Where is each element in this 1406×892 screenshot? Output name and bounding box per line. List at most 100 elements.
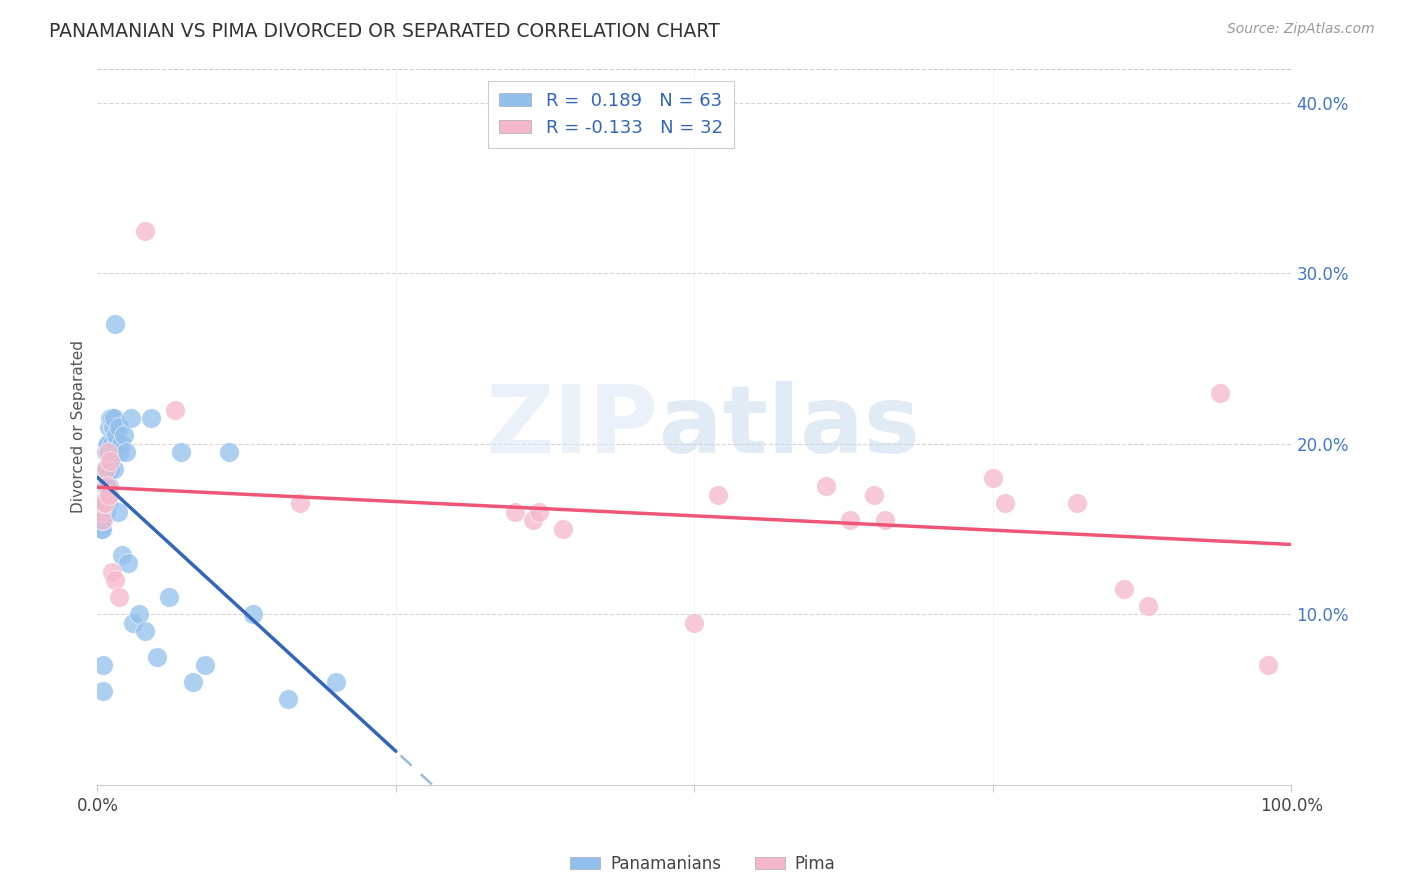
- Point: [875, 513, 897, 527]
- Point: [111, 548, 134, 562]
- Text: ZIP: ZIP: [485, 381, 658, 473]
- Point: [104, 573, 127, 587]
- Point: [98, 479, 121, 493]
- Point: [90, 505, 112, 519]
- Point: [107, 505, 129, 519]
- Point: [91, 522, 114, 536]
- Point: [96, 479, 118, 493]
- Point: [103, 462, 125, 476]
- Point: [105, 436, 128, 450]
- Point: [1114, 582, 1136, 596]
- Point: [104, 445, 127, 459]
- Point: [1257, 658, 1279, 673]
- Point: [94, 462, 117, 476]
- Point: [139, 411, 162, 425]
- Point: [134, 223, 156, 237]
- Point: [91, 505, 114, 519]
- Point: [108, 445, 131, 459]
- Point: [181, 675, 204, 690]
- Point: [96, 462, 118, 476]
- Point: [91, 496, 114, 510]
- Y-axis label: Divorced or Separated: Divorced or Separated: [72, 340, 86, 513]
- Point: [1066, 496, 1088, 510]
- Point: [94, 505, 117, 519]
- Point: [707, 488, 730, 502]
- Point: [194, 658, 217, 673]
- Point: [110, 436, 132, 450]
- Point: [90, 522, 112, 536]
- Point: [93, 462, 115, 476]
- Point: [290, 496, 312, 510]
- Point: [163, 402, 186, 417]
- Point: [89, 505, 111, 519]
- Point: [128, 607, 150, 622]
- Point: [94, 479, 117, 493]
- Point: [120, 411, 142, 425]
- Point: [91, 513, 114, 527]
- Point: [93, 496, 115, 510]
- Point: [112, 428, 135, 442]
- Point: [157, 590, 180, 604]
- Point: [242, 607, 264, 622]
- Legend: Panamanians, Pima: Panamanians, Pima: [564, 848, 842, 880]
- Point: [108, 419, 131, 434]
- Point: [522, 513, 544, 527]
- Point: [87, 513, 110, 527]
- Point: [862, 488, 884, 502]
- Point: [134, 624, 156, 639]
- Point: [91, 658, 114, 673]
- Point: [90, 513, 112, 527]
- Point: [97, 462, 120, 476]
- Point: [994, 496, 1017, 510]
- Point: [97, 436, 120, 450]
- Point: [100, 462, 122, 476]
- Point: [146, 649, 169, 664]
- Point: [814, 479, 837, 493]
- Text: PANAMANIAN VS PIMA DIVORCED OR SEPARATED CORRELATION CHART: PANAMANIAN VS PIMA DIVORCED OR SEPARATED…: [49, 22, 720, 41]
- Legend: R =  0.189   N = 63, R = -0.133   N = 32: R = 0.189 N = 63, R = -0.133 N = 32: [488, 81, 734, 148]
- Point: [91, 505, 114, 519]
- Text: atlas: atlas: [658, 381, 920, 473]
- Point: [91, 496, 114, 510]
- Point: [100, 411, 122, 425]
- Point: [100, 436, 122, 450]
- Point: [93, 496, 115, 510]
- Text: Source: ZipAtlas.com: Source: ZipAtlas.com: [1227, 22, 1375, 37]
- Point: [551, 522, 574, 536]
- Point: [108, 590, 131, 604]
- Point: [122, 615, 145, 630]
- Point: [1137, 599, 1160, 613]
- Point: [683, 615, 706, 630]
- Point: [98, 488, 121, 502]
- Point: [91, 513, 114, 527]
- Point: [117, 556, 139, 570]
- Point: [97, 445, 120, 459]
- Point: [981, 471, 1004, 485]
- Point: [115, 445, 138, 459]
- Point: [103, 411, 125, 425]
- Point: [325, 675, 347, 690]
- Point: [100, 454, 122, 468]
- Point: [277, 692, 299, 706]
- Point: [218, 445, 240, 459]
- Point: [93, 479, 115, 493]
- Point: [100, 411, 122, 425]
- Point: [94, 445, 117, 459]
- Point: [100, 565, 122, 579]
- Point: [1209, 385, 1232, 400]
- Point: [527, 505, 550, 519]
- Point: [89, 496, 111, 510]
- Point: [91, 684, 114, 698]
- Point: [101, 419, 124, 434]
- Point: [98, 445, 121, 459]
- Point: [101, 445, 124, 459]
- Point: [96, 436, 118, 450]
- Point: [96, 479, 118, 493]
- Point: [90, 496, 112, 510]
- Point: [838, 513, 860, 527]
- Point: [98, 419, 121, 434]
- Point: [104, 318, 127, 332]
- Point: [91, 513, 114, 527]
- Point: [105, 428, 128, 442]
- Point: [97, 496, 120, 510]
